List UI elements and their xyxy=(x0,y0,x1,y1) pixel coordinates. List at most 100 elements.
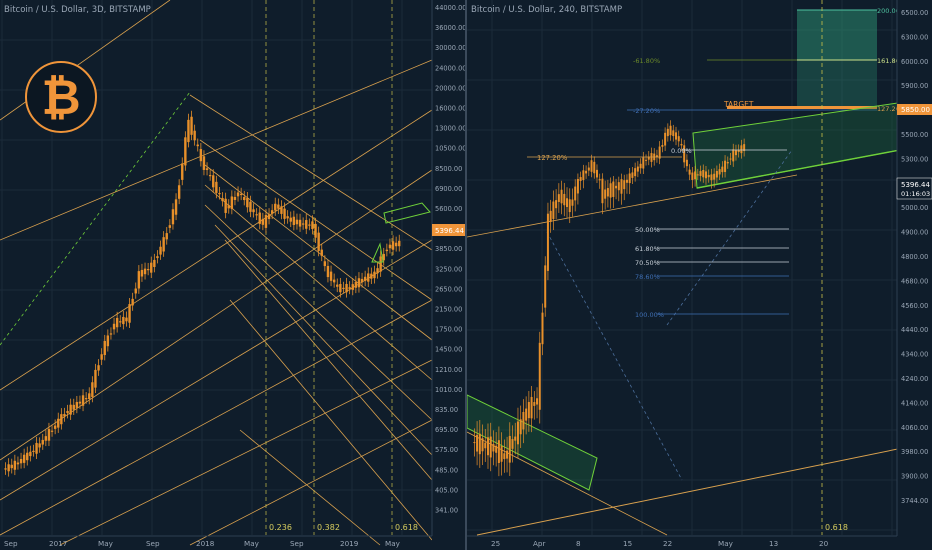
left-candle-body xyxy=(29,451,32,457)
left-candle-body xyxy=(143,268,147,275)
right-candle-body xyxy=(522,411,525,430)
right-candle-body xyxy=(713,173,716,180)
left-candle-body xyxy=(243,197,246,201)
left-price-tick-label: 16000.00 xyxy=(435,105,465,113)
left-candle-body xyxy=(100,354,103,360)
left-candle-body xyxy=(47,428,51,441)
left-candle-body xyxy=(342,287,345,290)
right-fib-0-label: 0.00% xyxy=(671,147,692,155)
left-candle-body xyxy=(81,395,85,406)
pane-divider[interactable] xyxy=(465,0,467,550)
left-candle-body xyxy=(168,225,172,228)
left-upward-channel-line xyxy=(59,359,433,546)
right-target-label: TARGET xyxy=(723,100,754,109)
left-candle-body xyxy=(159,246,162,255)
left-candle-body xyxy=(63,413,66,417)
left-candle-body xyxy=(140,269,144,277)
right-candle-body xyxy=(590,160,593,172)
right-price-tick-label: 3744.00 xyxy=(901,497,928,505)
right-candle-body xyxy=(533,402,536,406)
right-candle-body xyxy=(476,434,479,452)
right-candle-body xyxy=(495,445,498,453)
left-candle-body xyxy=(320,249,323,256)
left-price-tick-label: 1010.00 xyxy=(435,386,462,394)
right-candle-body xyxy=(563,193,566,206)
right-lower-channel xyxy=(467,394,598,491)
left-candle-body xyxy=(10,464,13,469)
left-candle-body xyxy=(208,175,212,177)
right-candle-body xyxy=(568,199,571,213)
left-candle-body xyxy=(308,224,311,226)
left-downward-fan-line xyxy=(239,429,381,546)
left-price-tick-label: 3250.00 xyxy=(435,265,462,273)
right-candle-body xyxy=(484,442,487,449)
right-candle-body xyxy=(516,421,519,445)
left-chart-title: Bitcoin / U.S. Dollar, 3D, BITSTAMP xyxy=(4,5,151,15)
left-price-tick-label: 1750.00 xyxy=(435,326,462,334)
right-ext-161-label: 161.80% xyxy=(877,57,906,65)
left-candle-body xyxy=(162,237,165,252)
right-candle-body xyxy=(587,167,590,171)
right-candle-body xyxy=(737,149,740,153)
right-candle-body xyxy=(675,132,678,140)
left-candle-body xyxy=(283,208,286,219)
left-candle-body xyxy=(311,221,314,230)
right-candle-body xyxy=(598,179,601,181)
left-price-tick-label: 485.00 xyxy=(435,466,458,474)
left-candle-body xyxy=(215,181,218,193)
left-candle-body xyxy=(174,199,178,215)
left-downward-fan-line xyxy=(214,224,433,456)
right-candle-body xyxy=(704,171,707,179)
right-extension-zone xyxy=(797,10,877,106)
right-candle-body xyxy=(489,436,492,458)
right-fib-127-left-label: 127.20% xyxy=(537,154,568,162)
left-candle-body xyxy=(227,205,230,209)
right-candle-body xyxy=(527,402,530,419)
left-price-tick-label: 10500.00 xyxy=(435,145,465,153)
left-candle-body xyxy=(230,196,234,209)
left-chart-pane[interactable]: 0.236 0.382 0.618 Bitcoin / U.S. Dollar, 3… xyxy=(0,0,465,550)
left-candle-body xyxy=(199,149,203,162)
right-target-line xyxy=(727,106,877,109)
left-candle-body xyxy=(44,436,48,441)
left-candle-body xyxy=(35,442,38,454)
right-time-tick-label: 15 xyxy=(623,539,632,548)
right-candle-body xyxy=(639,163,642,169)
left-candle-body xyxy=(115,317,119,328)
right-candle-body xyxy=(576,178,579,194)
right-candle-body xyxy=(724,160,727,172)
right-candle-body xyxy=(623,180,626,190)
left-candle-body xyxy=(373,271,376,279)
left-candle-body xyxy=(385,249,389,252)
right-fib-786-label: 78.60% xyxy=(635,273,660,281)
left-candle-body xyxy=(388,244,392,249)
left-price-tick-label: 44000.00 xyxy=(435,4,465,12)
left-candle-body xyxy=(13,460,17,470)
left-candle-body xyxy=(153,259,156,267)
left-price-tick-label: 6900.00 xyxy=(435,185,462,193)
right-chart-pane[interactable]: 0.618 0.00% 127.20% 50.00% 61.80% 70.50% 78.6… xyxy=(467,0,932,550)
left-time-fib-label: 0.382 xyxy=(317,523,340,532)
right-candle-body xyxy=(555,200,558,209)
right-candle-body xyxy=(571,199,574,206)
right-candle-body xyxy=(642,157,645,169)
right-price-tick-label: 3900.00 xyxy=(901,473,928,481)
left-candle-body xyxy=(196,144,199,147)
left-candle-body xyxy=(19,458,23,464)
left-upward-channel-line xyxy=(0,169,433,461)
bitcoin-logo-ring xyxy=(25,61,97,133)
right-candle-body xyxy=(566,198,569,207)
left-price-tick-label: 5600.00 xyxy=(435,205,462,213)
right-ext-127-right-label: 127.20% xyxy=(877,105,906,113)
right-candle-body xyxy=(721,166,724,173)
right-candle-body xyxy=(514,436,517,441)
right-candle-body xyxy=(508,435,511,463)
left-candle-body xyxy=(137,271,141,289)
right-candle-body xyxy=(593,161,596,174)
left-candle-body xyxy=(267,214,271,220)
left-price-tick-label: 20000.00 xyxy=(435,84,465,92)
left-candle-body xyxy=(363,276,367,281)
right-candle-body xyxy=(560,189,563,204)
right-price-tick-label: 6500.00 xyxy=(901,9,928,17)
left-candle-body xyxy=(221,198,224,202)
